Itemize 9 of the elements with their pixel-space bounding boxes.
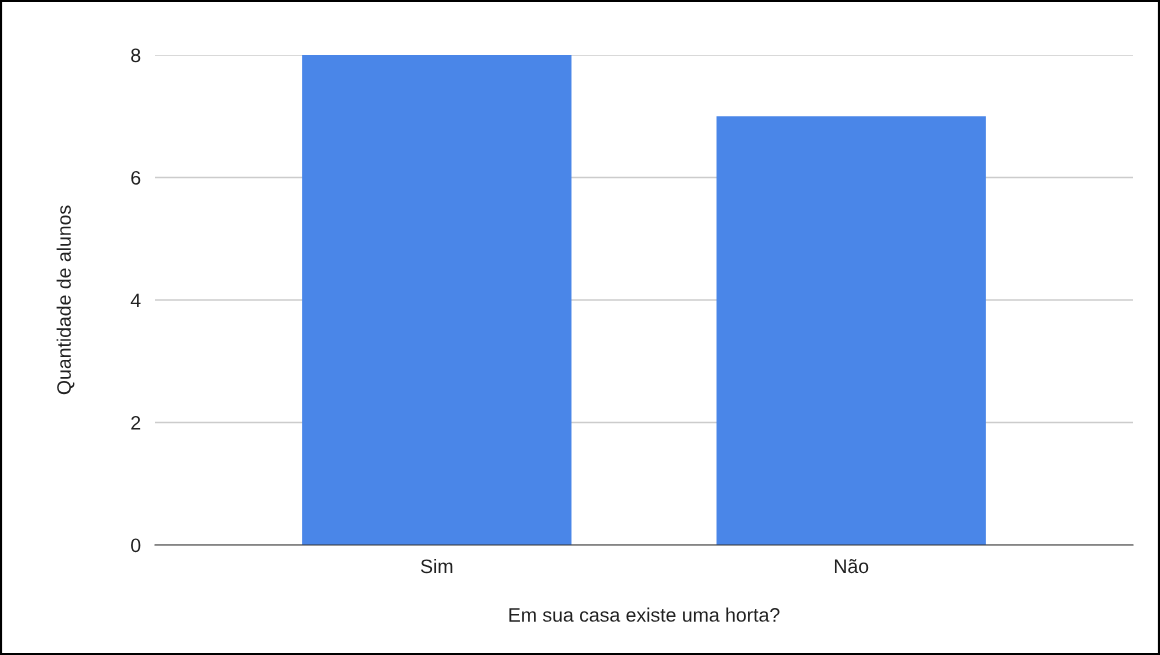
y-tick-label: 8	[131, 48, 141, 63]
y-tick-label: 4	[130, 293, 141, 308]
y-axis-title: Quantidade de alunos	[56, 205, 75, 395]
y-tick-label: 0	[131, 538, 141, 553]
y-tick-label: 2	[131, 415, 141, 430]
x-tick-label: Sim	[420, 558, 453, 574]
x-tick-label: Não	[834, 559, 869, 574]
y-tick-label: 6	[131, 170, 141, 185]
x-axis-title: Em sua casa existe uma horta?	[509, 607, 780, 622]
